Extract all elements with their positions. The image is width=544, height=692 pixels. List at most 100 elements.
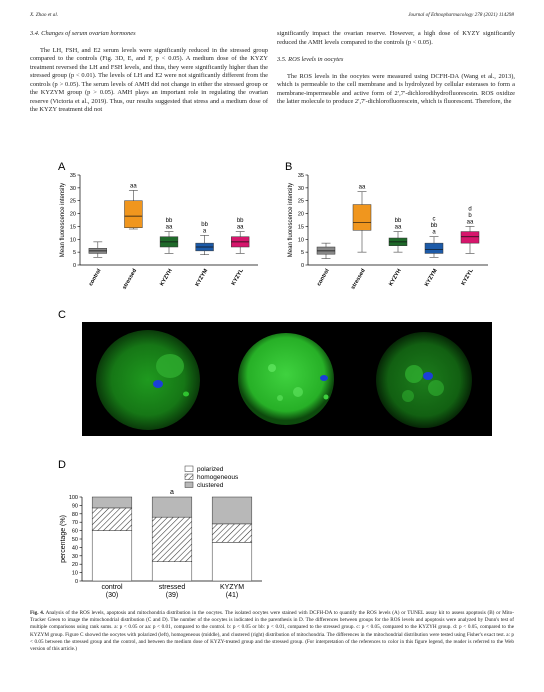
significance-label: b (468, 213, 472, 219)
bar-segment-polarized (151, 561, 193, 582)
box-kyzyl (460, 231, 480, 244)
x-count-label: (39) (166, 592, 178, 599)
chart-d-mitochondrial-distribution: 0 10 20 30 40 50 60 70 80 90 100 percentage (%) cont… (60, 465, 262, 599)
x-tick-label: KYZYM (195, 268, 210, 288)
y-tick-label: 0 (75, 579, 78, 585)
significance-label: bb (166, 218, 173, 224)
box-stressed (124, 200, 143, 228)
legend-swatch-polarized (184, 465, 194, 472)
micrograph-polarized (82, 322, 220, 436)
figure-caption: Fig. 4. Analysis of the ROS levels, apop… (30, 610, 514, 653)
y-tick-label: 90 (72, 503, 78, 509)
box-kyzym (424, 242, 444, 254)
y-tick-label: 0 (73, 263, 76, 269)
y-tick-label: 30 (72, 554, 78, 560)
x-tick-label: stressed (159, 584, 186, 591)
x-tick-label: KYZYM (220, 584, 244, 591)
significance-label: aa (395, 225, 402, 231)
significance-label: bb (201, 222, 208, 228)
y-tick-label: 35 (298, 173, 304, 179)
paragraph-ros: The ROS levels in the oocytes were measu… (277, 72, 515, 106)
y-tick-label: 40 (72, 545, 78, 551)
x-tick-label: stressed (350, 268, 367, 291)
micrograph-clustered (354, 322, 492, 436)
x-tick-label: stressed (122, 268, 139, 291)
significance-label: c (433, 217, 436, 223)
y-tick-label: 30 (70, 186, 76, 192)
bar-segment-clustered (151, 496, 193, 518)
significance-label: bb (395, 218, 402, 224)
panel-label-c: C (58, 309, 66, 321)
y-tick-label: 10 (298, 237, 304, 243)
y-tick-label: 5 (301, 250, 304, 256)
y-tick-label: 60 (72, 529, 78, 535)
x-tick-label: KYZYL (231, 267, 246, 286)
significance-label: aa (359, 185, 366, 191)
y-tick-label: 20 (70, 212, 76, 218)
significance-label: bb (237, 218, 244, 224)
y-tick-label: 5 (73, 250, 76, 256)
x-tick-label: control (88, 268, 103, 288)
y-tick-label: 15 (298, 224, 304, 230)
y-tick-label: 25 (70, 199, 76, 205)
y-tick-label: 35 (70, 173, 76, 179)
y-tick-label: 15 (70, 224, 76, 230)
box-stressed (352, 204, 372, 231)
x-tick-label: KYZYH (388, 268, 403, 287)
running-header-authors: X. Zhao et al. (30, 12, 59, 18)
y-tick-label: 30 (298, 186, 304, 192)
right-column: significantly impact the ovarian reserve… (277, 30, 515, 107)
legend-label-clustered: clustered (197, 482, 224, 489)
y-tick-label: 100 (69, 495, 78, 501)
y-tick-label: 20 (298, 212, 304, 218)
left-column: 3.4. Changes of serum ovarian hormones T… (30, 30, 268, 115)
y-tick-label: 10 (72, 571, 78, 577)
y-tick-label: 20 (72, 562, 78, 568)
legend-label-polarized: polarized (197, 466, 224, 473)
chart-a-ros-levels: 0 5 10 15 20 25 30 35 Mean fluorescence intensit… (60, 173, 258, 291)
significance-label: aa (166, 225, 173, 231)
panel-label-d: D (58, 459, 66, 471)
y-tick-label: 10 (70, 237, 76, 243)
significance-label: a (432, 230, 436, 236)
legend-label-homogeneous: homogeneous (197, 474, 239, 481)
significance-label: a (203, 228, 207, 234)
panel-label-b: B (285, 161, 292, 173)
significance-label: bb (431, 223, 438, 229)
caption-text: Analysis of the ROS levels, apoptosis an… (30, 610, 514, 653)
x-tick-label: KYZYM (424, 268, 439, 288)
bar-segment-homogeneous (91, 507, 133, 531)
y-axis-title: Mean fluorescence intensity (60, 183, 66, 257)
y-tick-label: 0 (301, 263, 304, 269)
y-tick-label: 25 (298, 199, 304, 205)
panel-label-a: A (58, 161, 66, 173)
micrograph-homogeneous (216, 322, 354, 436)
significance-label: a (170, 489, 174, 496)
legend-swatch-homogeneous (184, 473, 194, 480)
x-count-label: (41) (226, 592, 238, 599)
bar-segment-homogeneous (151, 516, 193, 562)
y-tick-label: 50 (72, 537, 78, 543)
y-axis-title: percentage (%) (60, 515, 67, 563)
y-tick-label: 80 (72, 512, 78, 518)
x-tick-label: KYZYL (461, 267, 476, 286)
paragraph-hormones: The LH, FSH, and E2 serum levels were si… (30, 46, 268, 114)
chart-b-apoptosis: 0 5 10 15 20 25 30 35 Mean fluorescence intensit… (288, 173, 488, 291)
running-header-journal: Journal of Ethnopharmacology 278 (2021) … (408, 12, 514, 18)
x-tick-label: control (101, 584, 122, 591)
legend-swatch-clustered (184, 481, 194, 488)
bar-segment-polarized (211, 542, 253, 582)
bar-segment-polarized (91, 530, 133, 582)
bar-segment-clustered (211, 496, 253, 525)
section-heading-3-5: 3.5. ROS levels in oocytes (277, 56, 344, 63)
x-tick-label: KYZYH (159, 268, 174, 287)
x-tick-label: control (316, 268, 331, 288)
paragraph-ovarian-reserve: significantly impact the ovarian reserve… (277, 30, 515, 46)
bar-segment-homogeneous (211, 523, 253, 543)
significance-label: aa (467, 219, 474, 225)
y-axis-title: Mean fluorescence intensity (288, 183, 294, 257)
significance-label: aa (237, 225, 244, 231)
section-heading-3-4: 3.4. Changes of serum ovarian hormones (30, 30, 136, 37)
significance-label: aa (130, 183, 137, 189)
